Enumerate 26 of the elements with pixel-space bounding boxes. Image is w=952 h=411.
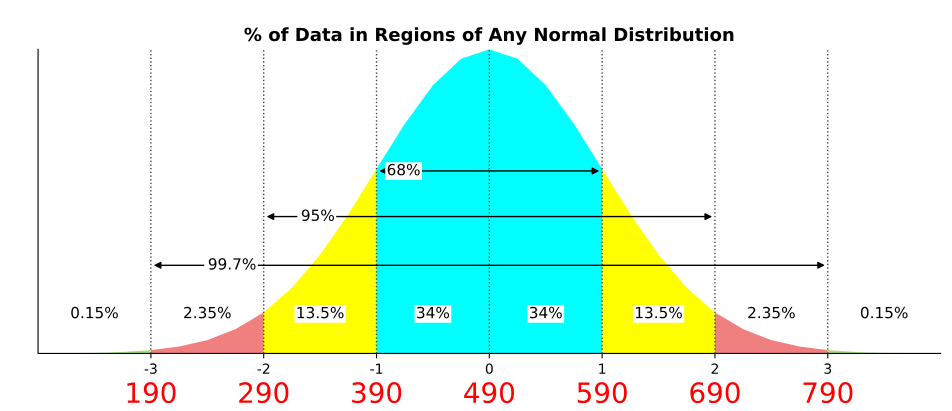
- annotation: 0.15%: [71, 306, 118, 318]
- text: 490: [464, 382, 514, 404]
- x-tick-label: -2: [257, 363, 270, 374]
- chart-title: % of Data in Regions of Any Normal Distribution: [244, 27, 734, 45]
- x-tick-label: 1: [599, 364, 606, 374]
- text: 390: [352, 382, 402, 404]
- text: 790: [804, 382, 852, 404]
- annotation: 13.5%: [636, 306, 682, 318]
- x-tick-label: 2: [712, 363, 718, 374]
- annotation: 34%: [530, 306, 562, 318]
- annotation: 13.5%: [298, 306, 344, 318]
- x-tick-label: 0: [486, 363, 493, 374]
- annotation: 2.35%: [748, 306, 795, 318]
- x-tick-label: -1: [370, 364, 382, 374]
- annotation: 99.7%: [208, 258, 256, 270]
- annotation: 2.35%: [184, 306, 231, 318]
- annotation: 95%: [302, 209, 334, 222]
- text: 590: [578, 382, 627, 404]
- annotation: 68%: [388, 164, 420, 176]
- annotation: 34%: [417, 306, 450, 318]
- text: 690: [690, 382, 740, 404]
- text: 190: [127, 382, 176, 404]
- x-tick-label: 3: [824, 363, 832, 374]
- text: 290: [239, 382, 288, 404]
- x-tick-label: -3: [144, 363, 157, 374]
- annotation: 0.15%: [860, 306, 908, 318]
